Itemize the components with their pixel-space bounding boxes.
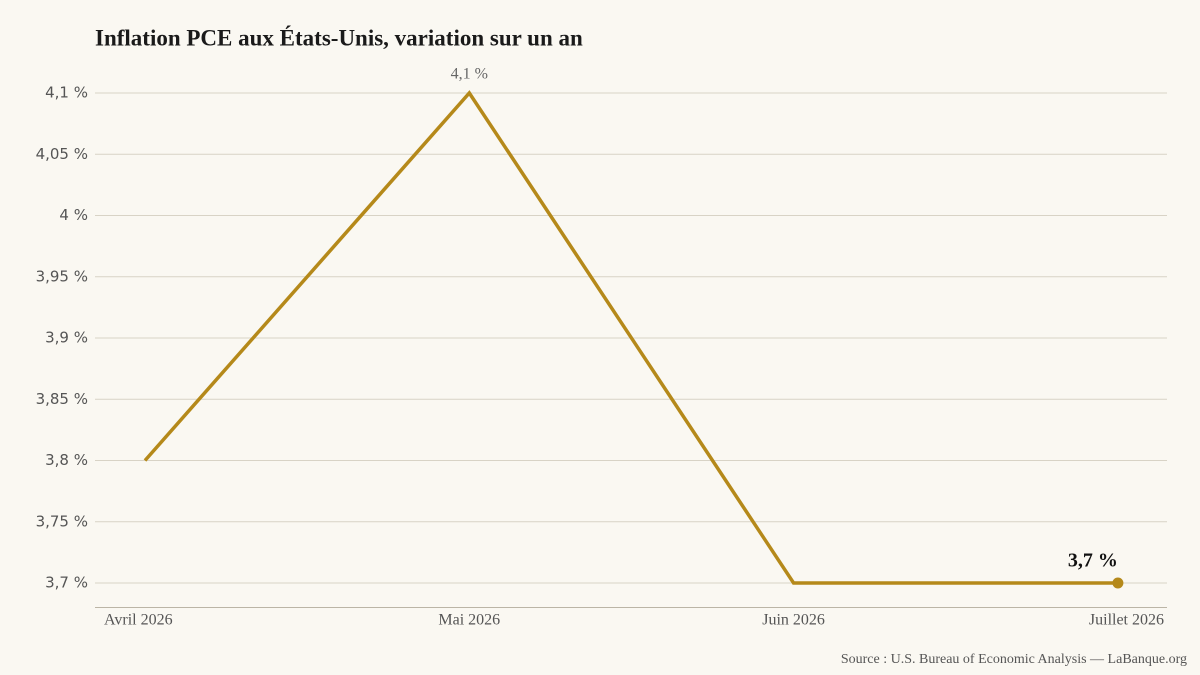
y-tick-label: 3,8 % — [45, 451, 88, 469]
x-tick-label: Juillet 2026 — [1089, 612, 1164, 629]
y-tick-label: 3,7 % — [45, 574, 88, 592]
source: Source : U.S. Bureau of Economic Analysi… — [841, 652, 1187, 667]
x-tick-label: Avril 2026 — [104, 612, 173, 629]
x-tick-label: Mai 2026 — [438, 612, 500, 629]
y-tick-label: 4,1 % — [45, 84, 88, 102]
y-tick-label: 4 % — [59, 206, 88, 224]
x-tick-label: Juin 2026 — [762, 612, 825, 629]
chart-title: Inflation PCE aux États-Unis, variation … — [95, 25, 583, 50]
end-point — [1112, 577, 1124, 589]
value-label: 3,7 % — [1068, 550, 1118, 572]
value-label: 4,1 % — [451, 66, 488, 83]
line — [143, 90, 1118, 585]
y-tick-label: 3,85 % — [36, 390, 88, 408]
y-tick-label: 3,75 % — [36, 512, 88, 530]
y-tick-label: 3,95 % — [36, 267, 88, 285]
y-tick-label: 3,9 % — [45, 329, 88, 347]
y-tick-label: 4,05 % — [36, 145, 88, 163]
